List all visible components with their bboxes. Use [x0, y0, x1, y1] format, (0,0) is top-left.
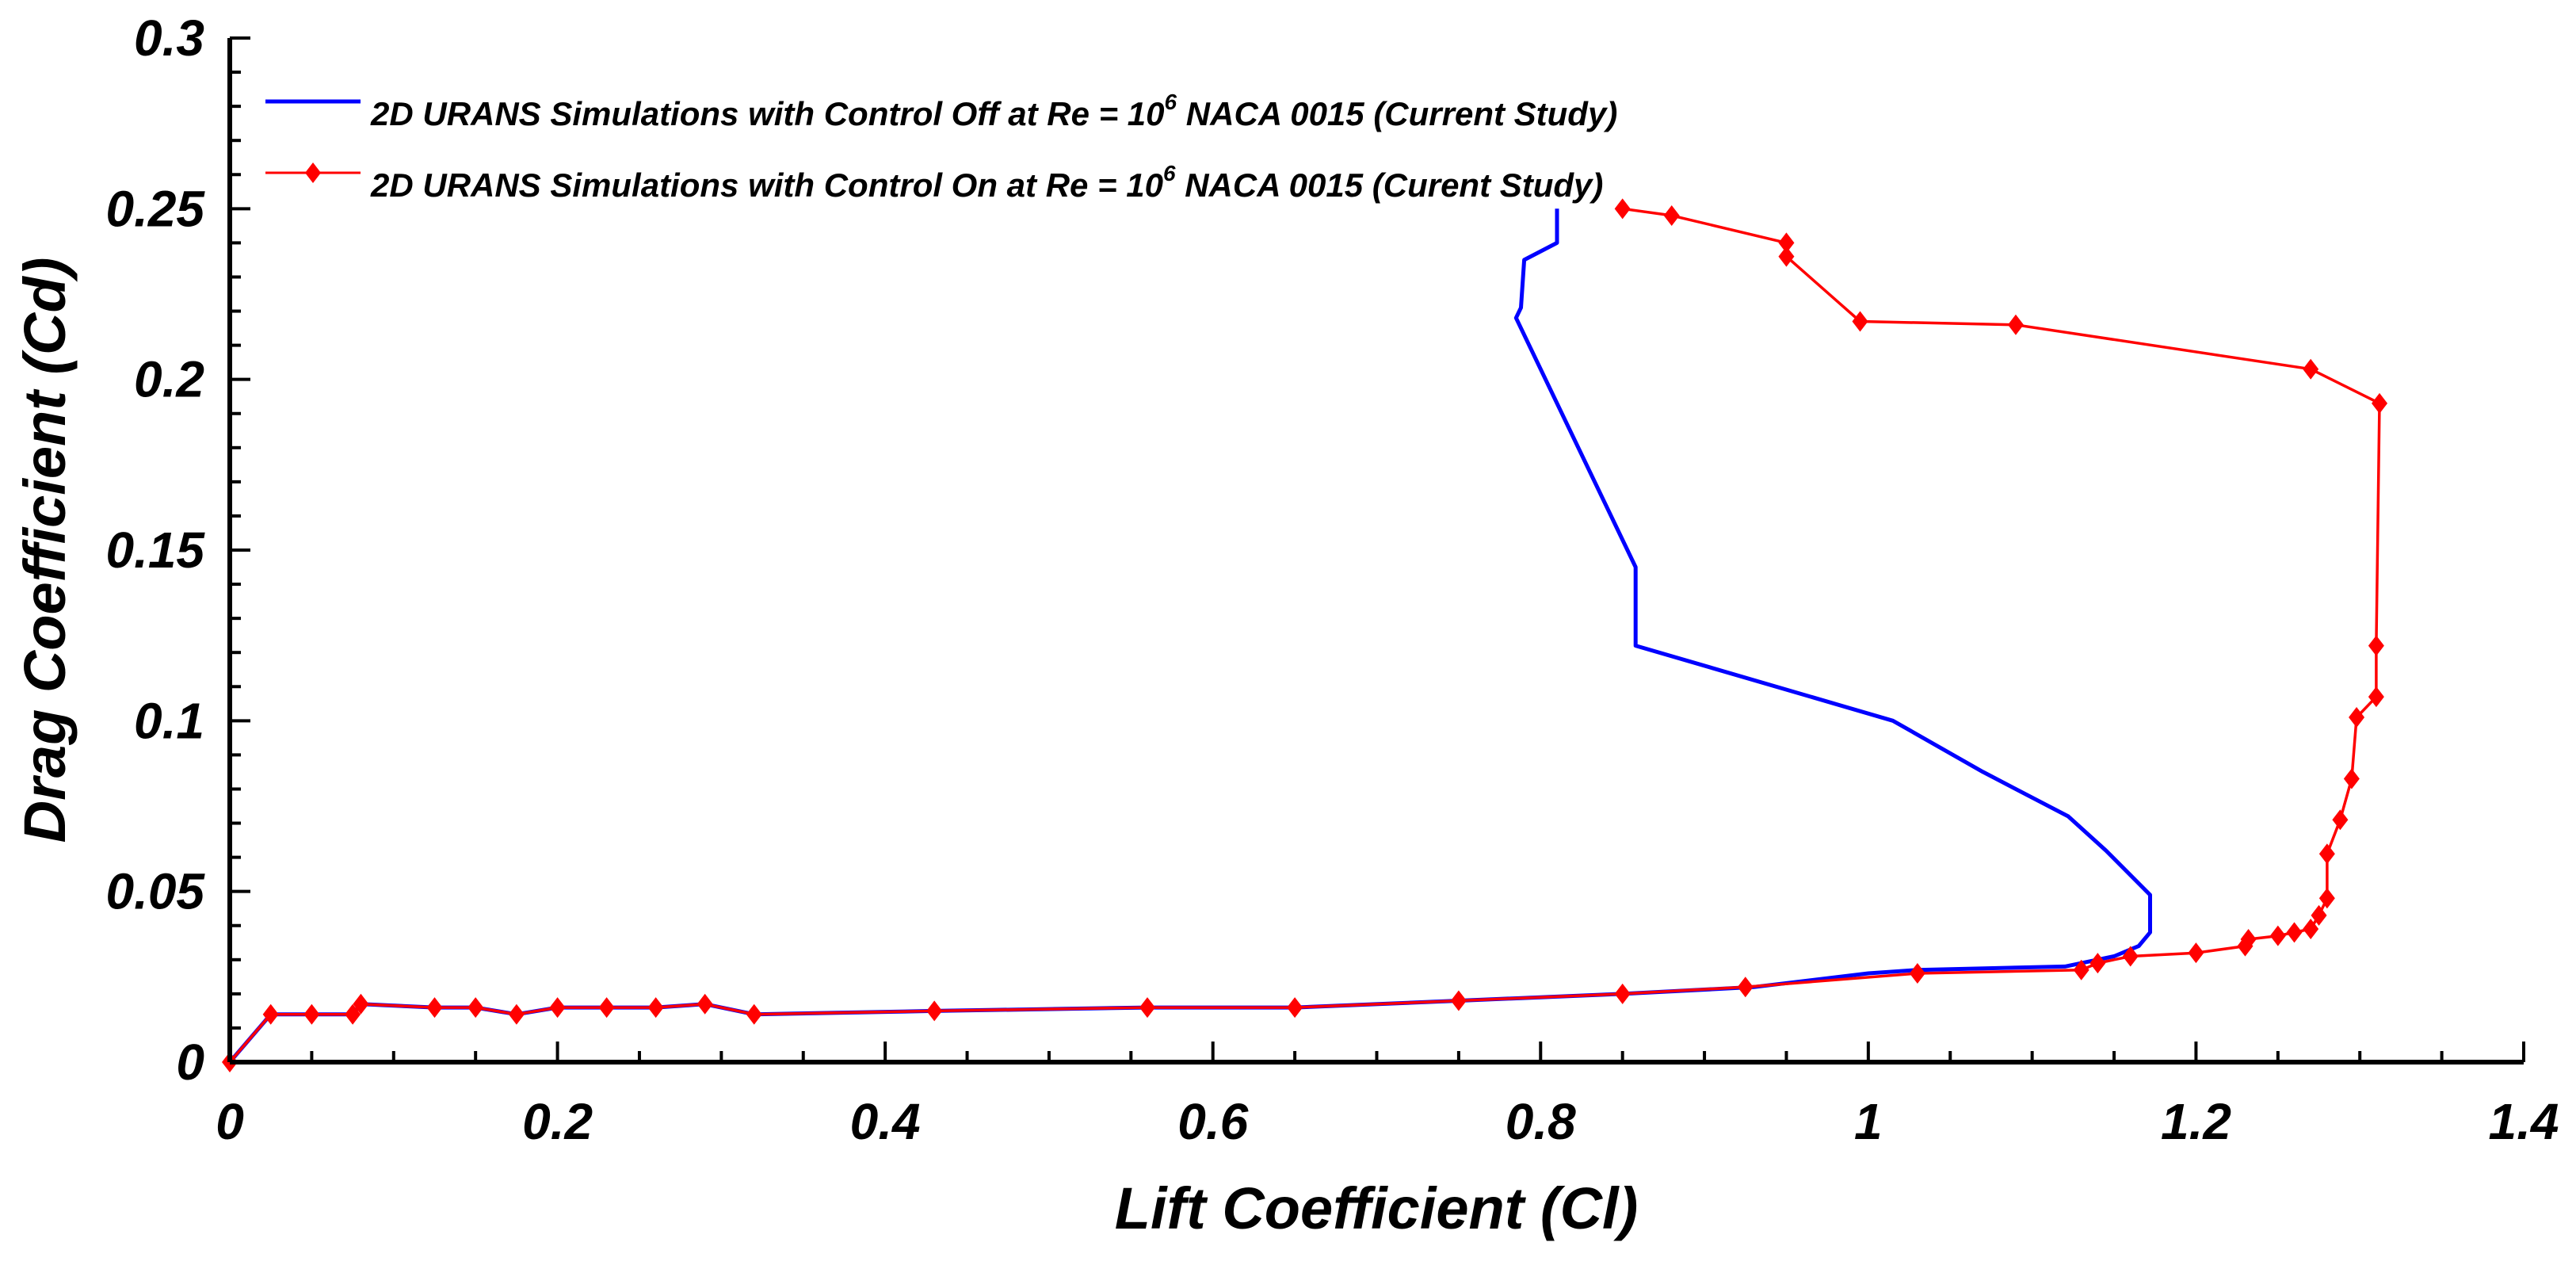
series-control-on-point: [467, 997, 484, 1019]
y-tick-label: 0.15: [105, 522, 205, 579]
y-axis-title: Drag Coefficient (Cd): [12, 258, 78, 843]
series-control-on-point: [2007, 314, 2024, 335]
series-control-on-point: [1778, 246, 1795, 267]
series-control-on-point: [2089, 953, 2106, 974]
legend-label-control-off: 2D URANS Simulations with Control Off at…: [370, 90, 1617, 132]
series-control-on-point: [2073, 959, 2089, 980]
series-control-on-point: [647, 997, 664, 1019]
x-tick-label: 0.8: [1506, 1093, 1576, 1150]
y-tick-label: 0.3: [134, 10, 204, 67]
series-control-on-point: [2318, 843, 2335, 865]
series-control-on-point: [303, 1003, 320, 1025]
y-tick-label: 0.1: [134, 692, 204, 749]
series-control-on-point: [2240, 928, 2257, 950]
series-control-on-point: [2318, 888, 2335, 909]
series-control-on-point: [426, 997, 443, 1019]
y-tick-label: 0: [176, 1034, 204, 1091]
series-control-on-point: [262, 1003, 279, 1025]
y-tick-label: 0.25: [105, 180, 205, 237]
series-control-on-point: [2122, 946, 2139, 967]
series-control-on-point: [1737, 977, 1754, 998]
series-control-on-point: [345, 1003, 361, 1025]
series-control-on-point: [1909, 963, 1925, 984]
series-control-on-point: [2368, 635, 2384, 656]
x-tick-label: 0.6: [1177, 1093, 1248, 1150]
plot-area: [222, 198, 2388, 1072]
legend-marker-control-on: [305, 162, 321, 183]
series-control-on-point: [353, 993, 369, 1015]
series-control-on-point: [2303, 919, 2319, 940]
series-control-on-point: [2332, 809, 2349, 831]
tick-marks: [228, 36, 2525, 1064]
series-control-on-point: [696, 993, 713, 1015]
series-control-on-point: [746, 1003, 762, 1025]
x-tick-label: 0.4: [850, 1093, 921, 1150]
legend: 2D URANS Simulations with Control Off at…: [265, 90, 1617, 204]
y-tick-label: 0.2: [134, 351, 204, 408]
series-control-on-point: [2349, 707, 2365, 728]
x-tick-label: 0.2: [522, 1093, 593, 1150]
series-control-on-point: [1852, 311, 1868, 332]
series-control-on-point: [1614, 983, 1631, 1004]
tick-labels: 0 0.2 0.4 0.6 0.8 1 1.2 1.4 0 0.05 0.1 0.15 0.2 0.25 0…: [105, 10, 2559, 1150]
series-control-on-point: [2311, 904, 2327, 926]
series-control-on-point: [1287, 997, 1303, 1019]
series-control-on-point: [598, 997, 615, 1019]
legend-label-control-on: 2D URANS Simulations with Control On at …: [370, 161, 1603, 204]
series-control-on-point: [2188, 942, 2204, 964]
x-tick-label: 1: [1854, 1093, 1883, 1150]
series-control-on-point: [1778, 232, 1795, 254]
series-control-on-point: [2303, 358, 2319, 380]
series-control-on-line: [228, 207, 2381, 1064]
series-control-on-point: [2368, 686, 2384, 708]
series-control-on-point: [2286, 922, 2303, 943]
series-control-on-point: [2372, 392, 2388, 414]
series-control-on-point: [1139, 997, 1155, 1019]
x-tick-label: 1.2: [2161, 1093, 2231, 1150]
series-control-on-point: [1614, 198, 1631, 220]
series-control-on-point: [508, 1003, 525, 1025]
y-tick-label: 0.05: [105, 863, 205, 920]
series-control-on-point: [926, 1000, 943, 1022]
series-control-on-point: [1663, 204, 1680, 226]
series-control-on-point: [549, 997, 566, 1019]
x-tick-label: 1.4: [2489, 1093, 2559, 1150]
x-axis-title: Lift Coefficient (Cl): [1115, 1175, 1638, 1241]
series-control-on-point: [2269, 925, 2286, 946]
series-control-off-line: [228, 208, 2152, 1064]
x-tick-label: 0: [216, 1093, 244, 1150]
series-control-on-point: [2343, 768, 2360, 789]
series-control-on-point: [1450, 990, 1467, 1011]
